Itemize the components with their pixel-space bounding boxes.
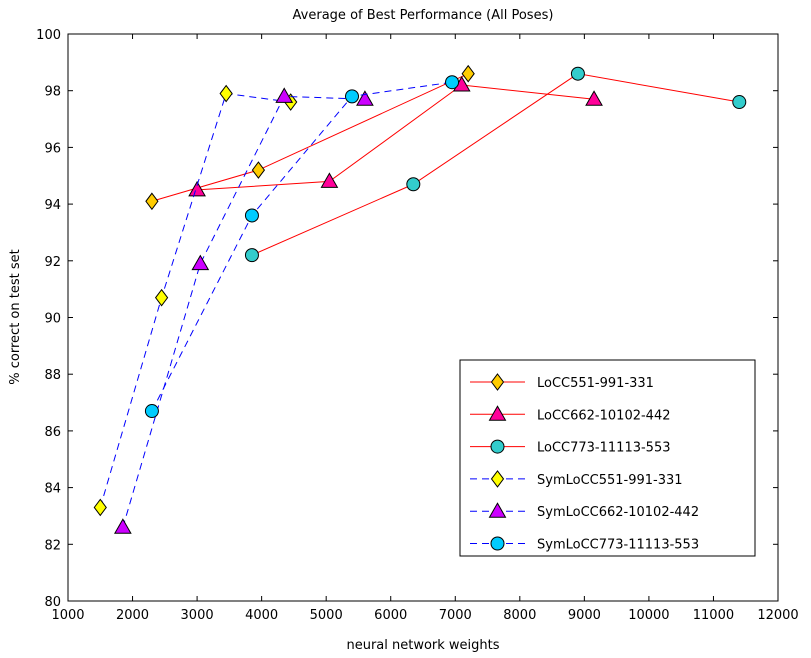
data-point <box>275 87 294 103</box>
series-layer <box>93 64 747 534</box>
y-tick-label: 88 <box>44 368 61 383</box>
data-point <box>732 95 747 110</box>
y-tick-label: 86 <box>44 425 61 440</box>
data-point <box>244 248 259 263</box>
series-LoCC773-11113-553 <box>244 66 747 263</box>
legend-label: SymLoCC773-11113-553 <box>537 538 699 553</box>
y-tick-label: 84 <box>44 482 61 497</box>
data-point <box>251 161 266 179</box>
legend-entry: LoCC551-991-331 <box>470 373 654 391</box>
x-tick-label: 3000 <box>181 608 214 623</box>
legend-marker <box>488 502 507 518</box>
legend-marker <box>488 405 507 421</box>
legend-box <box>459 359 756 557</box>
x-tick-label: 10000 <box>628 608 669 623</box>
data-point <box>144 404 159 419</box>
data-point <box>445 75 460 90</box>
chart-title: Average of Best Performance (All Poses) <box>293 8 554 23</box>
axis-ticks: 1000 2000 3000 4000 5000 6000 7000 8000 9000 1000… <box>36 28 799 623</box>
x-tick-label: 2000 <box>116 608 149 623</box>
data-point <box>219 84 233 103</box>
legend-label: SymLoCC662-10102-442 <box>537 505 699 520</box>
legend-label: SymLoCC551-991-331 <box>537 473 683 488</box>
data-point <box>145 192 159 211</box>
legend-label: LoCC773-11113-553 <box>537 441 671 456</box>
data-point <box>570 66 585 81</box>
series-LoCC551-991-331 <box>145 64 475 211</box>
y-tick-label: 80 <box>44 595 61 610</box>
x-tick-label: 8000 <box>503 608 536 623</box>
data-point <box>191 254 210 271</box>
x-tick-label: 1000 <box>51 608 84 623</box>
series-SymLoCC662-10102-442 <box>114 87 374 534</box>
data-point <box>406 177 421 192</box>
legend-marker <box>490 373 505 391</box>
y-axis-label: % correct on test set <box>8 249 23 384</box>
legend-entry: SymLoCC551-991-331 <box>470 470 683 488</box>
x-tick-label: 6000 <box>374 608 407 623</box>
x-tick-label: 9000 <box>568 608 601 623</box>
legend-entry: SymLoCC773-11113-553 <box>470 536 699 553</box>
legend-marker <box>490 536 505 551</box>
x-tick-label: 4000 <box>245 608 278 623</box>
legend-label: LoCC551-991-331 <box>537 376 654 391</box>
y-tick-label: 94 <box>44 198 61 213</box>
series-line <box>151 81 453 412</box>
series-SymLoCC773-11113-553 <box>144 75 460 419</box>
y-tick-label: 90 <box>44 312 61 327</box>
legend: LoCC551-991-331 LoCC662-10102-442 LoCC773-… <box>459 359 756 557</box>
data-point <box>585 90 603 106</box>
legend-entry: LoCC662-10102-442 <box>470 405 671 423</box>
series-line <box>122 95 365 528</box>
data-point <box>461 64 475 83</box>
y-tick-label: 92 <box>44 255 61 270</box>
data-point <box>114 518 132 534</box>
series-SymLoCC551-991-331 <box>93 84 298 517</box>
y-tick-label: 100 <box>36 28 61 43</box>
y-tick-label: 98 <box>44 85 61 100</box>
data-point <box>188 180 206 197</box>
series-line <box>99 92 291 508</box>
legend-label: LoCC662-10102-442 <box>537 408 671 423</box>
legend-entry: SymLoCC662-10102-442 <box>470 502 699 520</box>
x-tick-label: 5000 <box>310 608 343 623</box>
series-line <box>251 73 740 256</box>
legend-marker <box>490 439 505 454</box>
data-point <box>320 172 339 188</box>
y-tick-label: 82 <box>44 538 61 553</box>
x-tick-label: 11000 <box>693 608 734 623</box>
x-tick-label: 12000 <box>757 608 798 623</box>
y-tick-label: 96 <box>44 141 61 156</box>
data-point <box>345 89 359 104</box>
x-axis-label: neural network weights <box>346 638 499 653</box>
legend-marker <box>490 470 505 488</box>
data-point <box>154 288 169 307</box>
legend-entry: LoCC773-11113-553 <box>470 439 671 456</box>
data-point <box>93 498 107 517</box>
data-point <box>244 208 259 223</box>
data-point <box>356 90 374 106</box>
x-tick-label: 7000 <box>439 608 472 623</box>
series-line <box>197 84 595 191</box>
